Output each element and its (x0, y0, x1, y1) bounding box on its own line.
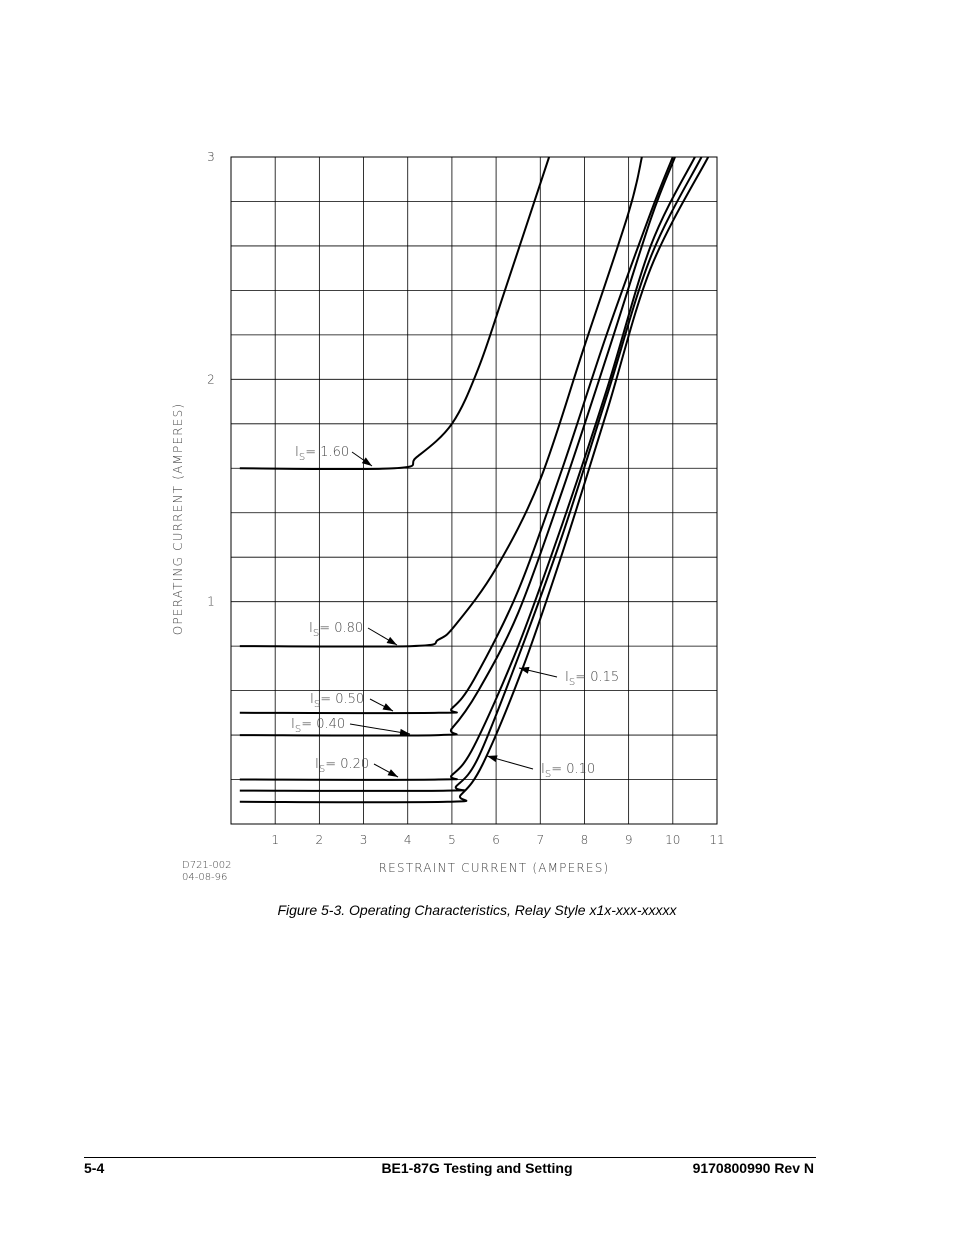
x-tick-label: 1 (271, 833, 279, 847)
annotation-is-0-40: IS= 0.40 (291, 717, 411, 736)
curve-is-0-15 (239, 156, 703, 792)
annotation-leader-line (349, 723, 411, 735)
annotation-arrowhead (519, 666, 530, 674)
y-tick-label: 3 (207, 150, 215, 164)
curve-is-0-80 (239, 156, 643, 648)
x-axis-ticks: 1 2 3 4 5 6 7 8 9 10 11 (271, 833, 724, 847)
curve-is-0-20 (239, 156, 696, 781)
plot-frame (230, 156, 718, 825)
footer-document-title: BE1-87G Testing and Setting (381, 1160, 573, 1176)
drawing-date: 04-08-96 (182, 872, 227, 883)
annotation-arrowhead (487, 755, 498, 763)
curve-annotations: IS= 1.60 IS= 0.80 IS= 0.50 IS= 0.40 IS= 0.20… (291, 445, 619, 780)
curve-is-0-10 (239, 156, 710, 804)
annotation-label: IS= 0.15 (565, 670, 619, 688)
x-tick-label: 8 (581, 833, 589, 847)
x-tick-label: 7 (536, 833, 544, 847)
x-tick-label: 5 (448, 833, 456, 847)
chart-series (239, 156, 710, 804)
x-tick-label: 3 (360, 833, 368, 847)
annotation-is-0-15: IS= 0.15 (518, 666, 619, 688)
footer-revision: 9170800990 Rev N (692, 1160, 814, 1176)
y-tick-label: 2 (207, 372, 215, 386)
footer-divider (84, 1157, 816, 1158)
curve-is-0-50 (239, 156, 674, 715)
annotation-label: IS= 0.20 (315, 757, 369, 775)
annotation-is-1-60: IS= 1.60 (295, 445, 373, 467)
annotation-is-0-10: IS= 0.10 (486, 755, 595, 780)
x-tick-label: 6 (492, 833, 500, 847)
annotation-label: IS= 1.60 (295, 445, 349, 463)
annotation-arrowhead (382, 703, 393, 711)
curve-is-0-40 (239, 156, 676, 737)
y-axis-label: OPERATING CURRENT (AMPERES) (171, 403, 185, 636)
drawing-number: D721-002 (182, 860, 231, 871)
figure-caption: Figure 5-3. Operating Characteristics, R… (277, 902, 677, 918)
annotation-is-0-50: IS= 0.50 (310, 692, 394, 712)
annotation-arrowhead (387, 769, 398, 777)
annotation-label: IS= 0.50 (310, 692, 364, 710)
x-tick-label: 2 (316, 833, 324, 847)
x-tick-label: 10 (665, 833, 680, 847)
curve-is-1-60 (239, 156, 551, 471)
annotation-arrowhead (386, 636, 397, 645)
x-tick-label: 11 (709, 833, 724, 847)
annotation-arrowhead (361, 457, 372, 466)
y-axis-ticks: 1 2 3 (207, 150, 215, 609)
x-tick-label: 4 (404, 833, 412, 847)
x-tick-label: 9 (625, 833, 633, 847)
y-tick-label: 1 (207, 595, 215, 609)
footer-page-number: 5-4 (84, 1160, 105, 1176)
annotation-is-0-80: IS= 0.80 (309, 621, 398, 646)
annotation-label: IS= 0.10 (541, 762, 595, 780)
annotation-label: IS= 0.80 (309, 621, 363, 639)
x-axis-label: RESTRAINT CURRENT (AMPERES) (379, 861, 610, 875)
annotation-is-0-20: IS= 0.20 (315, 757, 399, 778)
annotation-label: IS= 0.40 (291, 717, 345, 735)
annotation-arrowhead (399, 728, 410, 736)
